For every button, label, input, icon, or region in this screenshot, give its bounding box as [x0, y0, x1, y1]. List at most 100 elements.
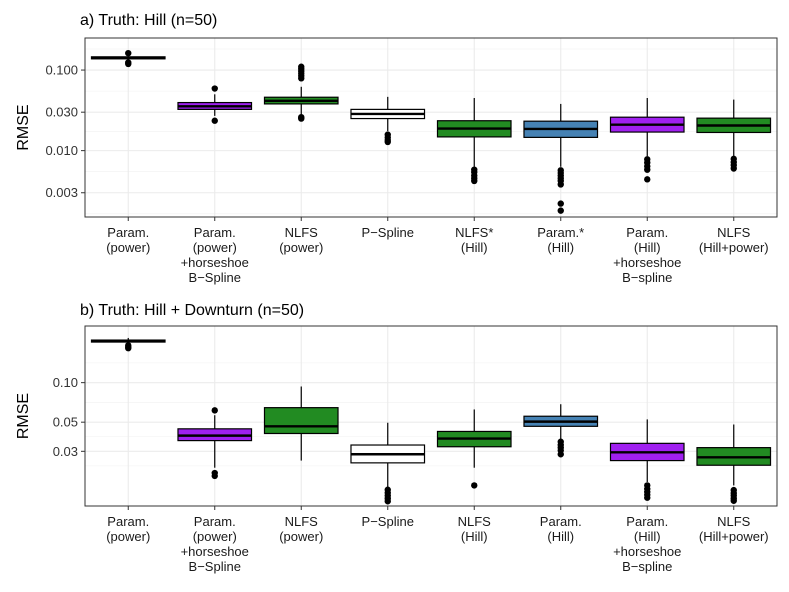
box-8 — [696, 99, 772, 172]
outlier-point — [644, 176, 651, 183]
box-6 — [523, 103, 599, 214]
x-category-label: Param. (power) +horseshoe B−Spline — [181, 514, 249, 574]
x-category-label-line: (Hill) — [547, 529, 574, 544]
panel-b: b) Truth: Hill + Downturn (n=50) RMSE 0.03… — [15, 302, 778, 574]
box-3 — [263, 63, 339, 122]
x-category-label: NLFS (Hill) — [458, 514, 492, 544]
outlier-point — [557, 181, 564, 188]
x-category-label-line: (power) — [193, 240, 237, 255]
x-category-label: Param. (power) — [106, 514, 150, 544]
outlier-point — [211, 117, 218, 124]
outlier-point — [125, 49, 132, 57]
panel-border — [84, 37, 778, 218]
x-category-label-line: (power) — [106, 240, 150, 255]
outlier-point — [730, 165, 737, 172]
x-category-label-line: Param. — [194, 225, 236, 240]
outlier-point — [211, 472, 218, 480]
x-category-label: Param. (Hill) +horseshoe B−spline — [613, 514, 681, 574]
x-category-label-line: (Hill+power) — [699, 240, 769, 255]
outlier-point — [471, 482, 478, 489]
x-category-label-line: NLFS — [285, 514, 319, 529]
x-category-label-line: +horseshoe — [181, 544, 249, 559]
x-category-label-line: +horseshoe — [613, 544, 681, 559]
panel-title: b) Truth: Hill + Downturn (n=50) — [80, 302, 304, 319]
x-category-label-line: Param. — [194, 514, 236, 529]
panel-title: a) Truth: Hill (n=50) — [80, 12, 217, 29]
x-category-label-line: (Hill) — [634, 240, 661, 255]
x-category-label-line: NLFS* — [455, 225, 493, 240]
x-category-label-line: B−Spline — [189, 270, 241, 285]
x-category-label-line: Param. — [107, 225, 149, 240]
outlier-point — [557, 200, 564, 207]
outlier-point — [298, 115, 305, 122]
x-category-label-line: P−Spline — [362, 225, 414, 240]
y-tick-label: 0.010 — [45, 143, 78, 158]
x-category-label-line: NLFS — [717, 514, 751, 529]
x-category-label-line: (Hill) — [461, 240, 488, 255]
box-2 — [177, 407, 253, 480]
x-category-label: NLFS (Hill+power) — [699, 514, 769, 544]
x-category-label: Param.* (Hill) — [537, 225, 584, 255]
box-7 — [609, 419, 685, 501]
x-category-label-line: NLFS — [458, 514, 492, 529]
x-category-label: P−Spline — [362, 514, 414, 529]
x-category-label: NLFS (Hill+power) — [699, 225, 769, 255]
y-tick-label: 0.10 — [53, 375, 78, 390]
y-tick-label: 0.030 — [45, 105, 78, 120]
x-category-label: Param. (power) +horseshoe B−Spline — [181, 225, 249, 285]
outlier-point — [557, 207, 564, 214]
y-tick-label: 0.03 — [53, 444, 78, 459]
x-category-label: NLFS* (Hill) — [455, 225, 493, 255]
x-category-label-line: (power) — [106, 529, 150, 544]
box-5 — [436, 409, 512, 489]
x-category-label-line: B−spline — [622, 270, 672, 285]
outlier-point — [557, 451, 564, 458]
outlier-point — [298, 75, 305, 82]
x-category-label-line: (Hill) — [634, 529, 661, 544]
x-category-label-line: Param. — [107, 514, 149, 529]
x-category-label-line: B−Spline — [189, 559, 241, 574]
x-category-label-line: Param. — [626, 514, 668, 529]
x-category-label-line: B−spline — [622, 559, 672, 574]
x-category-label: Param. (Hill) — [540, 514, 582, 544]
x-category-label-line: Param. — [540, 514, 582, 529]
x-category-label: Param. (Hill) +horseshoe B−spline — [613, 225, 681, 285]
y-tick-label: 0.100 — [45, 63, 78, 78]
x-category-label-line: NLFS — [285, 225, 319, 240]
x-category-label-line: Param. — [626, 225, 668, 240]
x-category-label-line: NLFS — [717, 225, 751, 240]
outlier-point — [125, 344, 132, 352]
outlier-point — [471, 177, 478, 185]
x-category-label: NLFS (power) — [279, 514, 323, 544]
box-4 — [350, 96, 426, 146]
box-4 — [350, 422, 426, 505]
outlier-point — [211, 85, 218, 92]
outlier-point — [730, 497, 737, 504]
plot-background — [85, 326, 777, 506]
box-1 — [90, 337, 166, 352]
x-category-label: P−Spline — [362, 225, 414, 240]
x-category-label-line: P−Spline — [362, 514, 414, 529]
x-category-label: NLFS (power) — [279, 225, 323, 255]
y-tick-label: 0.003 — [45, 185, 78, 200]
x-category-label-line: (Hill) — [461, 529, 488, 544]
x-category-label-line: +horseshoe — [613, 255, 681, 270]
box-6 — [523, 404, 599, 458]
x-category-label-line: +horseshoe — [181, 255, 249, 270]
y-axis-label: RMSE — [15, 104, 32, 150]
x-category-label-line: (Hill) — [547, 240, 574, 255]
panel-a: a) Truth: Hill (n=50) RMSE 0.003 0.010 0.030… — [15, 12, 778, 285]
outlier-point — [384, 498, 391, 505]
box-3 — [263, 386, 339, 461]
x-category-label-line: (power) — [193, 529, 237, 544]
x-category-label-line: (power) — [279, 240, 323, 255]
panel-border — [84, 325, 778, 507]
y-tick-label: 0.05 — [53, 415, 78, 430]
outlier-point — [384, 138, 391, 146]
x-category-label-line: (Hill+power) — [699, 529, 769, 544]
x-category-label: Param. (power) — [106, 225, 150, 255]
x-category-label-line: Param.* — [537, 225, 584, 240]
x-category-label-line: (power) — [279, 529, 323, 544]
outlier-point — [644, 494, 651, 501]
